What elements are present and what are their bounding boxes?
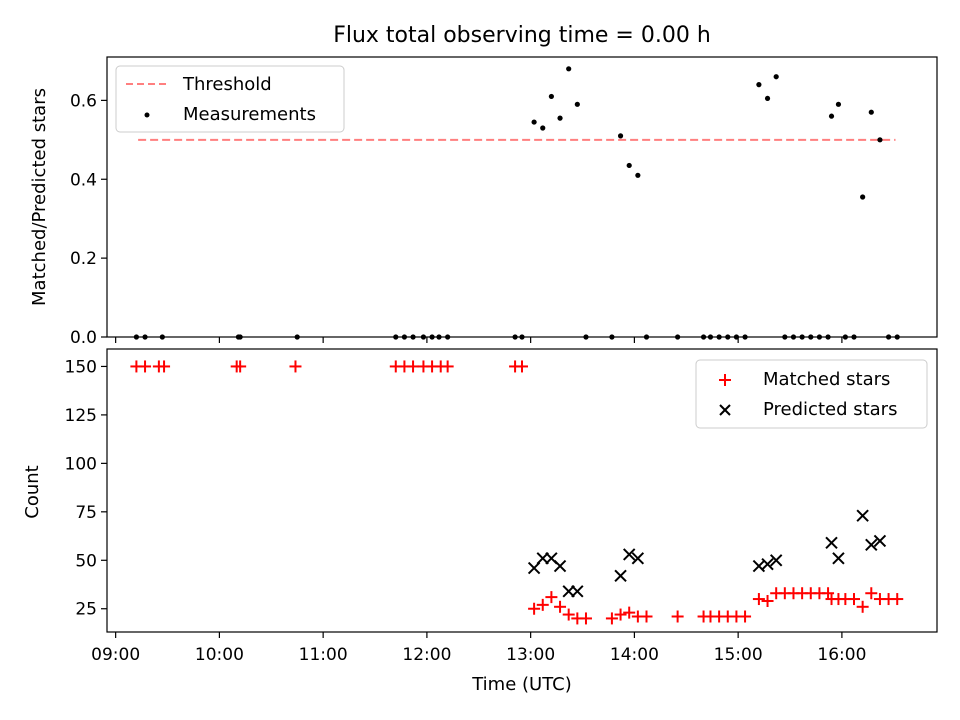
matched-star-point bbox=[554, 600, 567, 613]
matched-star-point bbox=[739, 610, 752, 623]
x-tick-label: 16:00 bbox=[817, 645, 866, 665]
bottom-y-axis-label: Count bbox=[22, 465, 43, 518]
top-plot-area bbox=[133, 66, 900, 340]
predicted-star-point bbox=[832, 552, 845, 565]
matched-star-point bbox=[623, 606, 636, 619]
bottom-panel: Count Time (UTC) 25 50 75 100 125 150 09:00 10… bbox=[22, 348, 938, 695]
y-tick-label: 0.2 bbox=[70, 249, 97, 269]
top-axes-frame bbox=[106, 56, 938, 338]
measurement-point bbox=[635, 172, 641, 178]
x-tick-label: 14:00 bbox=[610, 645, 659, 665]
predicted-star-point bbox=[825, 536, 838, 550]
measurement-point bbox=[756, 82, 762, 88]
y-tick-label: 50 bbox=[75, 551, 97, 571]
bottom-y-ticks: 25 50 75 100 125 150 bbox=[65, 357, 107, 620]
legend-predicted-swatch bbox=[719, 404, 731, 416]
matched-star-point bbox=[579, 612, 592, 625]
y-tick-label: 125 bbox=[65, 406, 97, 426]
predicted-star-point bbox=[527, 561, 541, 575]
matched-star-point bbox=[671, 610, 684, 623]
matched-star-point bbox=[139, 360, 152, 373]
matched-star-point bbox=[158, 360, 171, 373]
matched-star-point bbox=[289, 360, 302, 373]
predicted-star-point bbox=[571, 585, 584, 598]
y-tick-label: 75 bbox=[75, 503, 97, 523]
y-tick-label: 150 bbox=[65, 357, 97, 377]
measurement-point bbox=[828, 113, 835, 119]
x-tick-label: 09:00 bbox=[91, 645, 140, 665]
predicted-star-point bbox=[614, 569, 627, 582]
bottom-legend: Matched stars Predicted stars bbox=[695, 359, 928, 429]
matched-star-point bbox=[407, 360, 420, 373]
matched-star-point bbox=[536, 598, 549, 611]
measurement-point bbox=[877, 137, 883, 143]
predicted-star-point bbox=[856, 509, 869, 522]
matched-star-point bbox=[848, 593, 860, 606]
predicted-star-point bbox=[623, 548, 636, 561]
measurement-point bbox=[566, 66, 572, 72]
legend-matched-swatch bbox=[719, 374, 731, 386]
y-tick-label: 0.6 bbox=[70, 91, 97, 111]
x-tick-label: 12:00 bbox=[402, 645, 451, 665]
matched-star-point bbox=[441, 360, 454, 373]
x-tick-label: 11:00 bbox=[299, 645, 348, 665]
measurement-point bbox=[626, 162, 632, 169]
matched-star-point bbox=[614, 608, 627, 621]
legend-measurements-swatch bbox=[144, 112, 150, 118]
bottom-x-ticks: 09:00 10:00 11:00 12:00 13:00 14:00 15:00 16:00 bbox=[91, 632, 866, 665]
x-tick-label: 15:00 bbox=[714, 645, 763, 665]
matched-star-point bbox=[761, 594, 774, 607]
x-axis-label: Time (UTC) bbox=[471, 674, 572, 695]
matched-star-point bbox=[562, 608, 575, 621]
measurement-point bbox=[557, 115, 563, 121]
legend-measurements-label: Measurements bbox=[183, 104, 316, 125]
chart-title: Flux total observing time = 0.00 h bbox=[333, 23, 711, 48]
matched-star-point bbox=[891, 593, 904, 606]
y-tick-label: 0.0 bbox=[70, 328, 97, 348]
x-tick-label: 13:00 bbox=[506, 645, 555, 665]
y-tick-label: 100 bbox=[65, 454, 97, 474]
x-tick-label: 10:00 bbox=[195, 645, 244, 665]
top-panel: Flux total observing time = 0.00 h Match… bbox=[29, 23, 938, 348]
top-legend: Threshold Measurements bbox=[115, 65, 345, 133]
measurement-point bbox=[773, 74, 779, 80]
predicted-star-point bbox=[873, 534, 887, 548]
measurement-point bbox=[617, 133, 624, 139]
measurement-point bbox=[868, 109, 874, 115]
matched-star-point bbox=[640, 610, 653, 623]
matched-star-point bbox=[856, 600, 869, 613]
predicted-star-point bbox=[553, 559, 567, 573]
legend-predicted-label: Predicted stars bbox=[763, 399, 897, 420]
legend-threshold-label: Threshold bbox=[182, 74, 272, 95]
predicted-star-point bbox=[769, 554, 783, 567]
measurement-point bbox=[860, 194, 866, 200]
matched-star-point bbox=[752, 593, 765, 606]
predicted-star-point bbox=[865, 538, 878, 551]
top-y-ticks: 0.0 0.2 0.4 0.6 bbox=[70, 91, 107, 348]
legend-matched-label: Matched stars bbox=[763, 369, 890, 390]
top-y-axis-label: Matched/Predicted stars bbox=[29, 88, 50, 306]
measurement-point bbox=[540, 125, 546, 131]
matched-star-point bbox=[545, 591, 558, 604]
matched-star-point bbox=[516, 360, 528, 373]
y-tick-label: 0.4 bbox=[70, 170, 97, 190]
bottom-axes-frame bbox=[106, 348, 938, 633]
predicted-star-point bbox=[761, 557, 774, 571]
matched-star-point bbox=[234, 360, 247, 373]
matched-star-point bbox=[605, 612, 618, 625]
matched-star-point bbox=[865, 587, 878, 600]
bottom-plot-area bbox=[130, 360, 904, 625]
measurement-point bbox=[764, 95, 771, 102]
measurement-point bbox=[548, 93, 554, 100]
measurement-point bbox=[574, 101, 580, 107]
measurement-point bbox=[835, 101, 842, 107]
y-tick-label: 25 bbox=[75, 600, 97, 620]
measurement-point bbox=[531, 119, 537, 125]
predicted-star-point bbox=[631, 552, 645, 565]
matched-star-point bbox=[528, 602, 541, 615]
